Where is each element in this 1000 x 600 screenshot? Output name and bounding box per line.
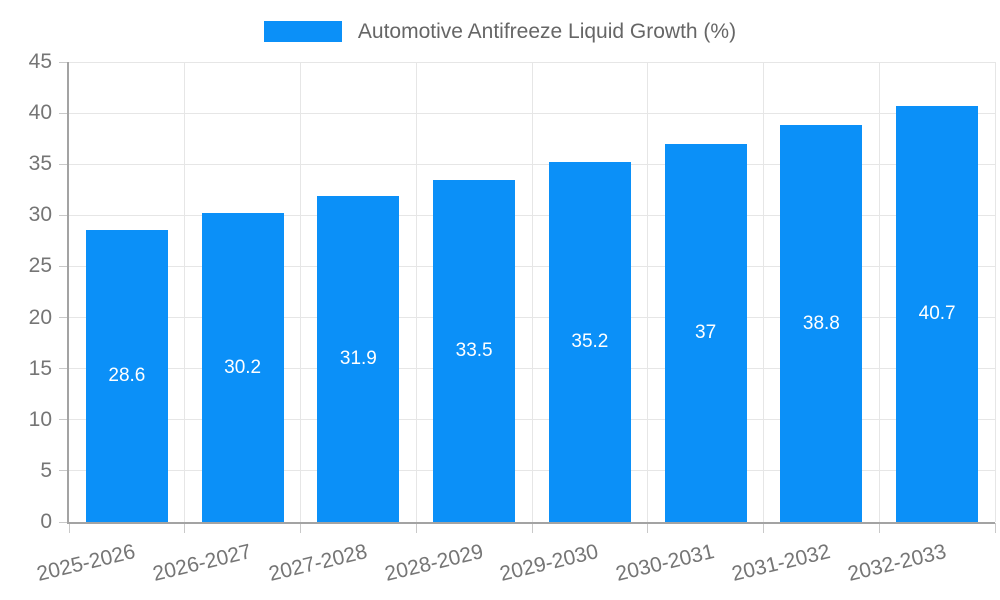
- gridline-vertical: [647, 62, 649, 522]
- bar-value-label: 33.5: [455, 339, 493, 361]
- gridline-vertical: [878, 62, 880, 522]
- y-axis-tick-mark: [59, 419, 69, 421]
- bar-value-label: 31.9: [339, 347, 377, 369]
- x-axis-tick-label: 2030-2031: [613, 540, 717, 586]
- y-axis-tick-mark: [59, 214, 69, 216]
- y-axis-tick-mark: [59, 317, 69, 319]
- bar-value-label: 35.2: [571, 331, 609, 353]
- x-axis-tick-label: 2032-2033: [845, 540, 949, 586]
- y-axis-tick-mark: [59, 112, 69, 114]
- bar[interactable]: [85, 229, 168, 522]
- bar[interactable]: [433, 179, 516, 522]
- y-axis-tick-label: 20: [28, 305, 52, 329]
- bar[interactable]: [317, 195, 400, 522]
- y-axis-tick-mark: [59, 61, 69, 63]
- x-axis-tick-label: 2029-2030: [497, 540, 602, 586]
- y-axis-line: [67, 62, 69, 522]
- x-axis-tick-label: 2026-2027: [150, 540, 254, 586]
- y-axis-tick-label: 30: [28, 203, 52, 227]
- y-axis-tick-label: 40: [28, 101, 52, 125]
- bar-value-label: 30.2: [224, 356, 262, 378]
- x-axis-tick-mark: [994, 523, 996, 533]
- bar-value-label: 40.7: [918, 302, 956, 324]
- bar[interactable]: [896, 105, 979, 522]
- x-axis-tick-mark: [763, 523, 764, 533]
- x-axis-tick-mark: [878, 523, 880, 533]
- bar[interactable]: [548, 162, 631, 522]
- bar[interactable]: [780, 125, 863, 522]
- bar-value-label: 37: [695, 321, 717, 343]
- y-axis-tick-label: 45: [28, 50, 52, 73]
- y-axis-tick-mark: [59, 265, 69, 267]
- y-axis-tick-label: 35: [28, 152, 52, 176]
- gridline-vertical: [994, 62, 996, 522]
- x-axis-tick-label: 2031-2032: [729, 540, 833, 586]
- legend: Automotive Antifreeze Liquid Growth (%): [0, 21, 1000, 42]
- y-axis-tick-mark: [59, 163, 69, 165]
- gridline-vertical: [300, 62, 301, 522]
- y-axis-tick-mark: [59, 521, 69, 523]
- legend-label: Automotive Antifreeze Liquid Growth (%): [357, 20, 737, 43]
- x-axis-tick-label: 2027-2028: [266, 540, 370, 586]
- gridline-vertical: [763, 62, 764, 522]
- y-axis-tick-label: 15: [28, 356, 52, 380]
- bar-value-label: 28.6: [108, 364, 146, 386]
- x-axis-tick-mark: [184, 523, 186, 533]
- x-axis-tick-mark: [415, 523, 417, 533]
- y-axis-tick-mark: [59, 470, 69, 472]
- y-axis-tick-mark: [59, 368, 69, 370]
- x-axis-tick-mark: [647, 523, 649, 533]
- gridline-vertical: [184, 62, 186, 522]
- bar[interactable]: [201, 213, 284, 522]
- legend-color-swatch: [263, 21, 342, 42]
- x-axis-tick-mark: [300, 523, 301, 533]
- legend-item[interactable]: Automotive Antifreeze Liquid Growth (%): [263, 20, 737, 43]
- y-axis-tick-label: 5: [40, 458, 52, 482]
- x-axis-line: [67, 522, 995, 524]
- x-axis-tick-label: 2025-2026: [34, 540, 139, 586]
- bar[interactable]: [664, 143, 747, 522]
- gridline-vertical: [415, 62, 417, 522]
- bar-value-label: 38.8: [802, 312, 840, 334]
- gridline-vertical: [531, 62, 533, 522]
- x-axis-tick-mark: [531, 523, 533, 533]
- y-axis-tick-label: 0: [40, 510, 52, 533]
- y-axis-tick-label: 25: [28, 254, 52, 278]
- x-axis-tick-label: 2028-2029: [382, 540, 486, 586]
- y-axis-tick-label: 10: [28, 407, 52, 431]
- x-axis-tick-mark: [68, 523, 70, 533]
